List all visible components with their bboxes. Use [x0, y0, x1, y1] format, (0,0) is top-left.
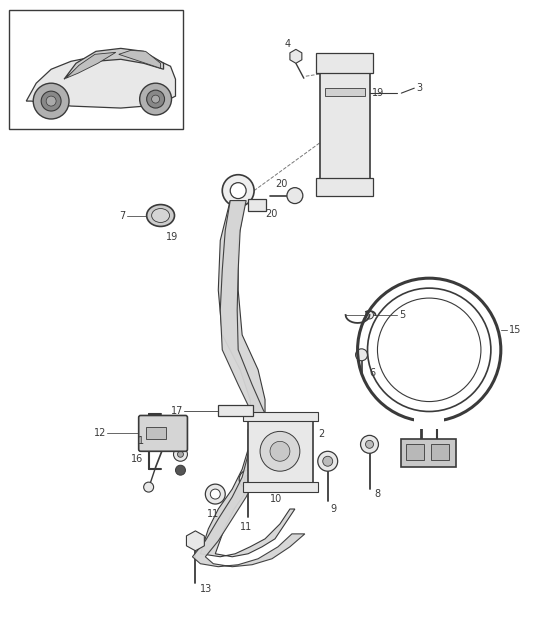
- Text: 7: 7: [119, 210, 126, 220]
- Polygon shape: [119, 50, 161, 68]
- Bar: [320, 68, 370, 183]
- Text: 19: 19: [166, 232, 178, 242]
- Circle shape: [270, 441, 290, 461]
- Circle shape: [272, 471, 284, 483]
- Bar: [407, 445, 424, 460]
- Polygon shape: [414, 416, 444, 430]
- Polygon shape: [66, 52, 116, 78]
- Circle shape: [239, 470, 257, 488]
- Bar: [248, 420, 313, 484]
- Circle shape: [230, 183, 246, 198]
- Bar: [401, 440, 456, 467]
- Circle shape: [340, 183, 349, 193]
- Text: 1: 1: [137, 436, 144, 447]
- Bar: [243, 411, 318, 421]
- Circle shape: [46, 96, 56, 106]
- Circle shape: [210, 489, 220, 499]
- Bar: [9, 9, 184, 129]
- Polygon shape: [201, 430, 295, 557]
- Text: 10: 10: [270, 494, 282, 504]
- Circle shape: [361, 435, 378, 453]
- Bar: [316, 53, 373, 73]
- Text: 13: 13: [201, 583, 213, 593]
- Bar: [325, 88, 365, 96]
- Text: 8: 8: [374, 489, 380, 499]
- FancyBboxPatch shape: [138, 416, 187, 452]
- Text: 16: 16: [131, 454, 144, 464]
- Circle shape: [147, 90, 165, 108]
- Text: 12: 12: [94, 428, 106, 438]
- Circle shape: [222, 175, 254, 207]
- Circle shape: [152, 95, 160, 103]
- Ellipse shape: [152, 208, 169, 222]
- Circle shape: [287, 188, 303, 203]
- Circle shape: [173, 447, 187, 461]
- Polygon shape: [64, 48, 164, 79]
- Circle shape: [178, 452, 184, 457]
- Bar: [219, 404, 253, 416]
- Circle shape: [266, 465, 290, 489]
- Text: 9: 9: [331, 504, 337, 514]
- Circle shape: [338, 57, 350, 69]
- Text: 20: 20: [265, 208, 277, 219]
- Ellipse shape: [147, 205, 174, 227]
- Circle shape: [244, 475, 252, 483]
- Polygon shape: [219, 200, 265, 430]
- Text: 3: 3: [416, 83, 422, 93]
- Circle shape: [355, 349, 367, 360]
- Polygon shape: [220, 200, 268, 430]
- Circle shape: [175, 465, 185, 475]
- Text: 15: 15: [509, 325, 521, 335]
- Text: 5: 5: [399, 310, 405, 320]
- Text: 11: 11: [240, 522, 252, 532]
- Text: 4: 4: [285, 40, 291, 50]
- Circle shape: [260, 431, 300, 471]
- Circle shape: [33, 83, 69, 119]
- Text: 6: 6: [370, 368, 376, 377]
- Polygon shape: [186, 531, 204, 551]
- Polygon shape: [192, 430, 305, 566]
- Circle shape: [140, 83, 172, 115]
- Circle shape: [318, 452, 338, 471]
- Text: 20: 20: [275, 179, 287, 188]
- Polygon shape: [26, 57, 175, 108]
- Bar: [248, 198, 266, 210]
- Circle shape: [205, 484, 225, 504]
- Text: 17: 17: [171, 406, 184, 416]
- Circle shape: [144, 482, 154, 492]
- Bar: [431, 445, 449, 460]
- Circle shape: [41, 91, 61, 111]
- Circle shape: [366, 440, 373, 448]
- Circle shape: [366, 311, 373, 319]
- Polygon shape: [290, 50, 302, 63]
- Text: 19: 19: [372, 88, 384, 98]
- Text: 11: 11: [207, 509, 220, 519]
- Text: 2: 2: [318, 430, 324, 440]
- Bar: [146, 428, 166, 440]
- Bar: [316, 178, 373, 195]
- Bar: [243, 482, 318, 492]
- Circle shape: [323, 457, 332, 466]
